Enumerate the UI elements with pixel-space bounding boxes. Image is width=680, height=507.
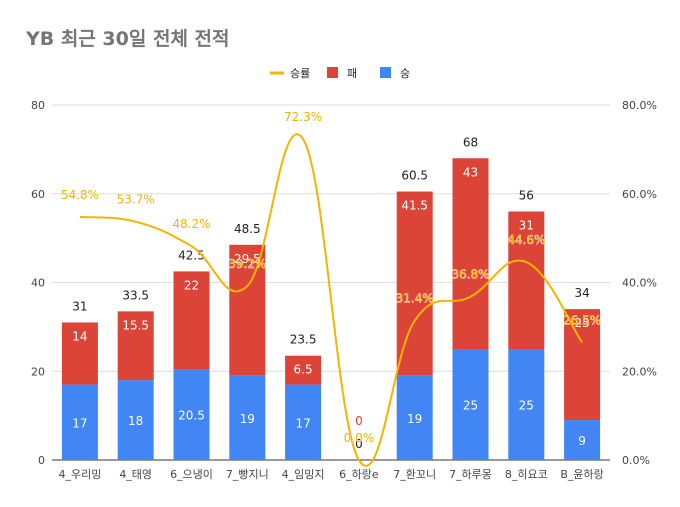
bar-loss-label: 6.5: [294, 363, 313, 377]
bar-loss: [564, 309, 601, 421]
bar-win: [396, 375, 433, 460]
y2-tick-label: 20.0%: [622, 365, 657, 378]
win-rate-label: 53.7%: [117, 193, 155, 207]
y-tick-label: 60: [31, 188, 45, 201]
bar-total-label: 33.5: [122, 288, 149, 302]
bar-loss: [396, 191, 433, 376]
bar-loss-label: 31: [519, 219, 534, 233]
bar-win: [61, 384, 98, 460]
x-tick-label: 4_우리밍: [58, 468, 101, 481]
bar-loss-label: 29.5: [234, 252, 261, 266]
win-rate-label: 48.2%: [172, 217, 210, 231]
bar-win-label: 17: [72, 416, 87, 430]
bar-win: [117, 380, 154, 460]
bar-win: [173, 369, 210, 460]
bar-loss: [173, 271, 210, 370]
bar-loss: [285, 355, 322, 385]
y-tick-label: 20: [31, 365, 45, 378]
bar-win-label: 20.5: [178, 409, 205, 423]
bar-loss: [117, 311, 154, 381]
bar-loss: [61, 322, 98, 385]
bar-loss-label: 14: [72, 329, 87, 343]
bar-loss-label: 43: [463, 165, 478, 179]
x-tick-label: 7_빵지니: [226, 468, 269, 481]
y-tick-label: 80: [31, 99, 45, 112]
y2-tick-label: 80.0%: [622, 99, 657, 112]
bar-total-label: 31: [72, 299, 87, 313]
x-tick-label: 6_으냉이: [170, 468, 213, 481]
win-rate-label: 39.2%: [228, 257, 266, 271]
bar-total-label: 60.5: [401, 169, 428, 183]
legend-label-2: 승: [400, 67, 410, 80]
bar-win-label: 19: [240, 412, 255, 426]
y-tick-label: 0: [38, 454, 45, 467]
bar-loss-label: 22: [184, 278, 199, 292]
win-rate-label: 26.5%: [563, 313, 601, 327]
legend-label-0: 승률: [290, 67, 310, 80]
bar-win-label: 17: [295, 416, 310, 430]
bar-win: [564, 420, 601, 460]
win-rate-label: 36.8%: [451, 268, 489, 282]
chart-title: YB 최근 30일 전체 전적: [26, 28, 230, 50]
bar-loss-label: 15.5: [122, 318, 149, 332]
win-rate-line: [79, 133, 583, 467]
bar-loss: [229, 244, 266, 376]
bar-loss-label: 25: [574, 316, 589, 330]
bar-total-label: 34: [574, 286, 589, 300]
win-rate-label: 54.8%: [61, 188, 99, 202]
x-tick-label: 4_태영: [119, 468, 152, 481]
x-tick-label: 7_환꼬니: [393, 468, 436, 481]
bar-loss-label: 41.5: [401, 199, 428, 213]
bar-win-label: 18: [128, 414, 143, 428]
bar-win-label: 25: [463, 399, 478, 413]
bar-loss-label: 0: [355, 414, 363, 428]
bar-win: [508, 349, 545, 460]
legend-label-1: 패: [347, 67, 357, 80]
bar-total-label: 68: [463, 135, 478, 149]
bar-loss: [452, 158, 489, 350]
bar-win-label: 25: [519, 399, 534, 413]
bar-win: [452, 349, 489, 460]
win-rate-label: 44.6%: [507, 233, 545, 247]
x-tick-label: 8_히요코: [505, 467, 548, 481]
legend-swatch-1: [327, 67, 338, 78]
legend-swatch-2: [380, 67, 391, 78]
bar-total-label: 48.5: [234, 222, 261, 236]
x-tick-label: B_윤하랑: [560, 467, 603, 481]
win-rate-label: 72.3%: [284, 110, 322, 124]
bar-total-label: 23.5: [290, 333, 317, 347]
bar-win: [285, 384, 322, 460]
bar-win-label: 19: [407, 412, 422, 426]
bar-total-label: 56: [519, 189, 534, 203]
x-tick-label: 6_하랑e: [339, 467, 379, 481]
y-tick-label: 40: [31, 277, 45, 290]
bar-loss: [508, 211, 545, 350]
bar-win-label: 9: [578, 434, 586, 448]
bar-win: [229, 375, 266, 460]
x-tick-label: 7_하루몽: [449, 467, 492, 481]
y2-tick-label: 0.0%: [622, 454, 650, 467]
y2-tick-label: 40.0%: [622, 277, 657, 290]
win-rate-label: 0.0%: [344, 431, 375, 445]
bar-total-label: 0: [355, 437, 363, 451]
win-rate-label: 31.4%: [396, 292, 434, 306]
x-tick-label: 4_임밍지: [282, 468, 325, 481]
y2-tick-label: 60.0%: [622, 188, 657, 201]
